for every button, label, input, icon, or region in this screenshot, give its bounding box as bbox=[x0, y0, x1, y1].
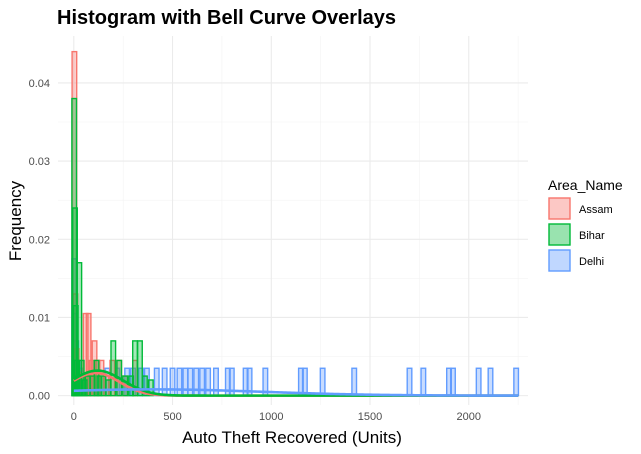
legend-label: Bihar bbox=[579, 230, 605, 242]
legend-label: Delhi bbox=[579, 256, 604, 268]
histogram-bars bbox=[71, 50, 520, 397]
histogram-bar bbox=[475, 367, 482, 397]
histogram-bar bbox=[351, 367, 358, 397]
y-tick-label: 0.03 bbox=[29, 156, 50, 168]
histogram-bar bbox=[110, 340, 117, 397]
legend: Area_Name Assam Bihar Delhi bbox=[548, 177, 623, 272]
histogram-bar bbox=[187, 367, 194, 397]
legend-item-delhi: Delhi bbox=[548, 249, 604, 272]
histogram-bar bbox=[147, 379, 154, 397]
histogram-bar bbox=[100, 375, 107, 397]
histogram-bar bbox=[169, 367, 176, 397]
histogram-bar bbox=[182, 367, 189, 397]
histogram-bar bbox=[84, 375, 91, 397]
histogram-bar bbox=[136, 340, 143, 397]
x-axis-title: Auto Theft Recovered (Units) bbox=[182, 428, 402, 447]
legend-swatch bbox=[548, 197, 571, 220]
y-tick-label: 0.00 bbox=[29, 391, 50, 403]
legend-title: Area_Name bbox=[548, 177, 623, 193]
histogram-bar bbox=[161, 367, 168, 397]
histogram-bar bbox=[513, 367, 520, 397]
legend-item-bihar: Bihar bbox=[548, 223, 605, 246]
x-tick-label: 2000 bbox=[457, 411, 481, 423]
histogram-bar bbox=[406, 367, 413, 397]
legend-item-assam: Assam bbox=[548, 197, 613, 220]
y-tick-label: 0.04 bbox=[29, 78, 50, 90]
y-tick-label: 0.02 bbox=[29, 234, 50, 246]
legend-swatch bbox=[548, 223, 571, 246]
histogram-bar bbox=[199, 367, 206, 397]
histogram-bar bbox=[193, 367, 200, 397]
bell-curve-delhi bbox=[73, 388, 519, 397]
x-tick-label: 1000 bbox=[259, 411, 283, 423]
histogram-bar bbox=[420, 367, 427, 397]
histogram-bar bbox=[319, 367, 326, 397]
histogram-bar bbox=[105, 379, 112, 397]
x-tick-label: 0 bbox=[71, 411, 77, 423]
x-tick-label: 1500 bbox=[358, 411, 382, 423]
y-tick-label: 0.01 bbox=[29, 312, 50, 324]
histogram-bar bbox=[176, 367, 183, 397]
legend-label: Assam bbox=[579, 204, 613, 216]
histogram-bar bbox=[205, 367, 212, 397]
grid bbox=[58, 36, 528, 405]
x-axis-ticks: 0 500 1000 1500 2000 bbox=[71, 411, 481, 423]
y-axis-ticks: 0.00 0.01 0.02 0.03 0.04 bbox=[29, 78, 50, 403]
histogram-bar bbox=[141, 375, 148, 397]
legend-swatch bbox=[548, 249, 571, 272]
histogram-bar bbox=[153, 367, 160, 397]
x-tick-label: 500 bbox=[163, 411, 181, 423]
histogram-bar bbox=[487, 367, 494, 397]
y-axis-title: Frequency bbox=[6, 180, 25, 261]
histogram-bar bbox=[449, 367, 456, 397]
chart-title: Histogram with Bell Curve Overlays bbox=[57, 7, 396, 29]
bell-curves bbox=[73, 369, 519, 397]
histogram-bar bbox=[301, 367, 308, 397]
